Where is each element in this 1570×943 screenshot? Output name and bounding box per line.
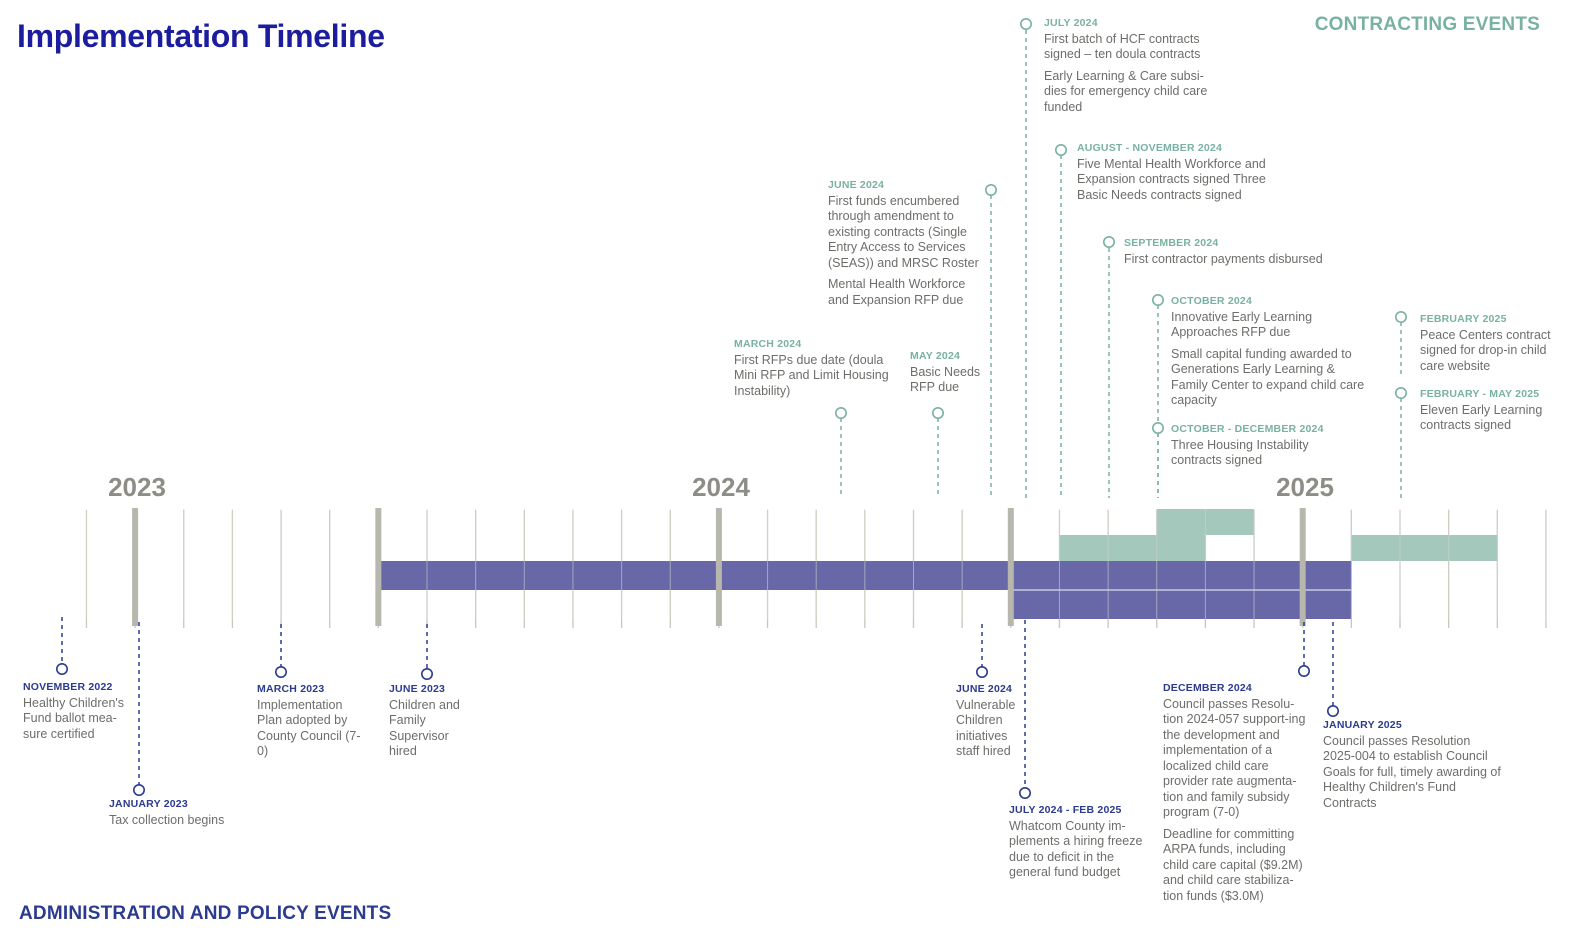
contracting-jul-2024-marker	[1019, 17, 1032, 30]
event-desc: Healthy Children's Fund ballot mea-sure …	[23, 695, 125, 741]
admin-jun-2023-marker	[420, 667, 433, 680]
event-desc: Basic Needs RFP due	[910, 364, 981, 395]
event-date: MARCH 2024	[734, 338, 802, 350]
contracting-sep-2024-marker	[1103, 236, 1116, 249]
event-date: FEBRUARY - MAY 2025	[1420, 388, 1540, 400]
event-date: JUNE 2024	[956, 683, 1013, 695]
admin-jan-2025-marker	[1327, 704, 1340, 717]
contracting-feb-may-2025-marker	[1395, 386, 1408, 399]
event-desc: Three Housing Instability contracts sign…	[1171, 437, 1309, 468]
event-date: MAY 2024	[910, 350, 961, 362]
event-desc: Whatcom County im-plements a hiring free…	[1009, 818, 1143, 880]
admin-event-jul-2024-feb-2025: JULY 2024 - FEB 2025 Whatcom County im-p…	[1009, 803, 1157, 881]
admin-event-jun-2023: JUNE 2023 Children and Family Supervisor…	[389, 682, 474, 760]
year-label-2023: 2023	[108, 472, 166, 502]
contracting-jun-2024-marker	[984, 184, 997, 197]
admin-event-mar-2023: MARCH 2023 Implementation Plan adopted b…	[257, 682, 369, 760]
event-desc: Mental Health Workforce and Expansion RF…	[828, 277, 966, 307]
event-desc: Children and Family Supervisor hired	[389, 697, 460, 759]
contracting-event-feb-2025: FEBRUARY 2025 Peace Centers contract sig…	[1420, 312, 1568, 374]
event-date: DECEMBER 2024	[1163, 682, 1252, 694]
event-desc: First contractor payments disbursed	[1124, 251, 1323, 266]
year-marker	[375, 508, 382, 626]
contracting-bar	[1351, 535, 1498, 561]
event-desc: Small capital funding awarded to Generat…	[1171, 346, 1365, 408]
event-date: JUNE 2024	[828, 179, 885, 191]
event-date: OCTOBER - DECEMBER 2024	[1171, 423, 1324, 435]
event-desc: Peace Centers contract signed for drop-i…	[1420, 327, 1551, 373]
contracting-event-oct-2024: OCTOBER 2024 Innovative Early Learning A…	[1171, 294, 1366, 409]
contracting-bar	[1059, 535, 1206, 561]
event-date: JULY 2024	[1044, 17, 1098, 29]
admin-event-jun-2024: JUNE 2024 Vulnerable Children initiative…	[956, 682, 1031, 760]
event-desc: Eleven Early Learning contracts signed	[1420, 402, 1543, 433]
event-desc: Innovative Early Learning Approaches RFP…	[1171, 309, 1313, 340]
event-desc: Council passes Resolution 2025-004 to es…	[1323, 733, 1501, 810]
admin-event-jan-2023: JANUARY 2023 Tax collection begins	[109, 797, 259, 828]
page-title: Implementation Timeline	[17, 18, 385, 54]
contracting-event-jun-2024: JUNE 2024 First funds encumbered through…	[828, 178, 986, 308]
year-marker	[1299, 508, 1306, 626]
year-label-2024: 2024	[692, 472, 750, 502]
contracting-event-oct-dec-2024: OCTOBER - DECEMBER 2024 Three Housing In…	[1171, 422, 1351, 469]
year-label-2025: 2025	[1276, 472, 1334, 502]
admin-event-dec-2024: DECEMBER 2024 Council passes Resolu-tion…	[1163, 681, 1313, 904]
event-date: AUGUST - NOVEMBER 2024	[1077, 142, 1223, 154]
admin-dec-2024-marker	[1298, 664, 1311, 677]
event-desc: Tax collection begins	[109, 812, 225, 827]
admin-event-jan-2025: JANUARY 2025 Council passes Resolution 2…	[1323, 718, 1505, 811]
event-desc: Vulnerable Children initiatives staff hi…	[956, 697, 1016, 759]
admin-event-nov-2022: NOVEMBER 2022 Healthy Children's Fund ba…	[23, 680, 138, 742]
admin-jan-2023-marker	[133, 783, 146, 796]
contracting-aug-2024-marker	[1055, 144, 1068, 157]
contracting-event-mar-2024: MARCH 2024 First RFPs due date (doula Mi…	[734, 337, 889, 399]
event-date: SEPTEMBER 2024	[1124, 237, 1219, 249]
admin-nov-2022-marker	[55, 662, 68, 675]
contracting-event-may-2024: MAY 2024 Basic Needs RFP due	[910, 349, 1000, 396]
event-date: NOVEMBER 2022	[23, 681, 113, 693]
event-desc: Implementation Plan adopted by County Co…	[257, 697, 361, 759]
contracting-event-aug-nov-2024: AUGUST - NOVEMBER 2024 Five Mental Healt…	[1077, 141, 1272, 203]
admin-jun-2024-marker	[975, 665, 988, 678]
event-date: JANUARY 2025	[1323, 719, 1402, 731]
year-marker	[1007, 508, 1014, 626]
admin-jul-2024-marker	[1018, 786, 1031, 799]
contracting-oct-dec-2024-marker	[1152, 421, 1165, 434]
year-marker	[132, 508, 139, 626]
year-marker	[715, 508, 722, 626]
contracting-events-label: CONTRACTING EVENTS	[1314, 14, 1540, 35]
event-date: OCTOBER 2024	[1171, 295, 1252, 307]
administration-bar	[1010, 590, 1352, 619]
contracting-event-feb-may-2025: FEBRUARY - MAY 2025 Eleven Early Learnin…	[1420, 387, 1568, 434]
event-desc: Early Learning & Care subsi-dies for eme…	[1044, 68, 1208, 114]
admin-mar-2023-marker	[274, 665, 287, 678]
event-desc: First RFPs due date (doula Mini RFP and …	[734, 352, 889, 398]
event-date: MARCH 2023	[257, 683, 325, 695]
contracting-may-2024-marker	[931, 406, 944, 419]
contracting-oct-2024-marker	[1152, 293, 1165, 306]
event-desc: Council passes Resolu-tion 2024-057 supp…	[1163, 696, 1306, 820]
contracting-event-sep-2024: SEPTEMBER 2024 First contractor payments…	[1124, 236, 1349, 267]
event-date: JANUARY 2023	[109, 798, 188, 810]
event-desc: First batch of HCF contracts signed – te…	[1044, 31, 1201, 62]
admin-policy-events-label: ADMINISTRATION AND POLICY EVENTS	[19, 903, 392, 924]
event-desc: Five Mental Health Workforce and Expansi…	[1077, 156, 1266, 202]
event-date: FEBRUARY 2025	[1420, 313, 1507, 325]
contracting-event-jul-2024: JULY 2024 First batch of HCF contracts s…	[1044, 16, 1214, 115]
event-desc: Deadline for committing ARPA funds, incl…	[1163, 826, 1303, 903]
event-date: JULY 2024 - FEB 2025	[1009, 804, 1122, 816]
event-desc: First funds encumbered through amendment…	[828, 193, 979, 270]
event-date: JUNE 2023	[389, 683, 446, 695]
contracting-feb-2025-marker	[1395, 310, 1408, 323]
contracting-mar-2024-marker	[834, 406, 847, 419]
